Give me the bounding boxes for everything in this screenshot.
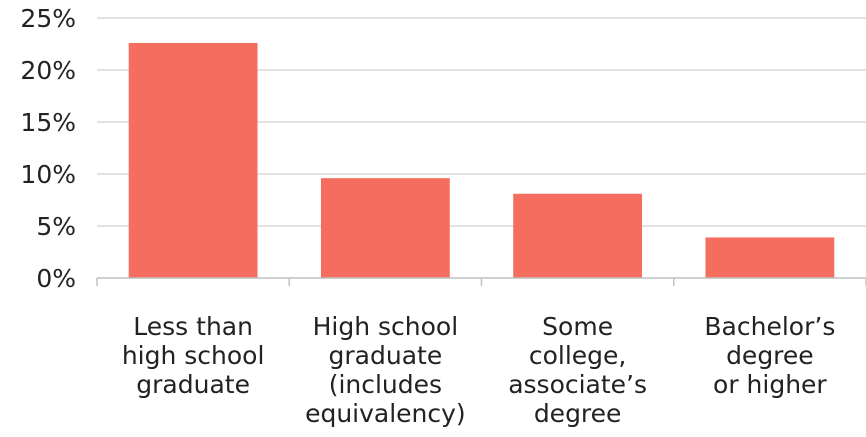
x-tick-label-line: (includes [329,370,442,399]
x-tick-label-line: degree [534,399,622,428]
y-axis-tick-labels: 0% 5% 10% 15% 20% 25% [20,4,76,293]
y-tick-label: 10% [20,160,76,189]
bar [513,193,643,278]
bar [128,42,258,279]
x-tick-label-line: graduate [136,370,250,399]
x-tick-label-line: Less than [133,312,253,341]
x-tick-label-line: college, [529,341,627,370]
x-axis [96,277,866,286]
x-tick-label-line: high school [122,341,265,370]
x-tick-label: Bachelor’s degree or higher [704,312,835,399]
x-tick-label-line: associate’s [508,370,647,399]
x-tick-label-line: graduate [329,341,443,370]
x-tick-label-line: degree [726,341,814,370]
y-tick-label: 15% [20,108,76,137]
x-tick-label-line: or higher [713,370,827,399]
x-tick-label-line: Bachelor’s [704,312,835,341]
y-tick-label: 5% [36,212,76,241]
x-tick-label: Some college, associate’s degree [508,312,647,428]
x-tick-label: Less than high school graduate [122,312,265,399]
y-tick-label: 0% [36,264,76,293]
y-tick-label: 20% [20,56,76,85]
x-tick-label-line: equivalency) [305,399,466,428]
bar [320,178,450,278]
y-tick-label: 25% [20,4,76,33]
bar [705,237,835,278]
x-tick-label: High school graduate (includes equivalency) [305,312,466,428]
x-tick-label-line: Some [542,312,613,341]
x-tick-label-line: High school [313,312,459,341]
bars [128,42,835,279]
